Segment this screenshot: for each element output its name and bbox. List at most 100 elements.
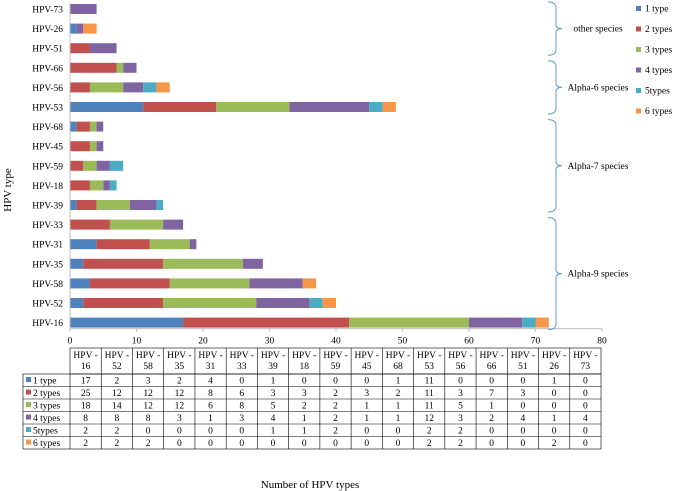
legend-swatch [636, 47, 641, 52]
table-cell: 11 [425, 377, 434, 387]
table-cell: 2 [458, 427, 463, 437]
table-cell: 4 [583, 414, 588, 424]
bar-segment [109, 180, 117, 191]
table-header-line2: 16 [81, 362, 91, 372]
legend-swatch [636, 108, 641, 114]
table-cell: 0 [302, 377, 307, 387]
table-header-line1: HPV - [448, 351, 472, 361]
bar-segment [96, 200, 130, 210]
bar-segment [76, 200, 97, 210]
table-header-line2: 56 [456, 362, 466, 372]
bar-segment [309, 298, 323, 308]
table-row-swatch [26, 439, 31, 445]
bar-segment [89, 180, 104, 191]
table-header-line2: 33 [237, 362, 247, 372]
table-header-line2: 58 [143, 362, 153, 372]
bar-segment [70, 141, 90, 152]
legend-label: 2 types [645, 25, 672, 35]
bar-segment [96, 121, 104, 132]
table-cell: 0 [521, 377, 526, 387]
table-cell: 1 [396, 402, 401, 412]
table-cell: 2 [177, 377, 182, 387]
bar-segment [70, 102, 144, 112]
y-tick-label: HPV-66 [32, 64, 63, 74]
bar-segment [96, 239, 150, 250]
table-cell: 2 [489, 414, 494, 424]
table-cell: 4 [521, 414, 526, 424]
table-cell: 0 [146, 427, 151, 437]
table-header-line1: HPV - [261, 351, 285, 361]
table-cell: 0 [489, 427, 494, 437]
table-cell: 0 [239, 427, 244, 437]
table-cell: 12 [143, 402, 153, 412]
bar-segment [76, 121, 90, 132]
bar-segment [70, 219, 110, 230]
table-cell: 0 [208, 439, 213, 449]
bar-segment [70, 239, 97, 250]
x-tick-label: 40 [331, 337, 341, 347]
table-cell: 6 [208, 402, 213, 412]
y-tick-label: HPV-58 [32, 280, 63, 290]
table-cell: 2 [396, 389, 401, 399]
table-cell: 8 [146, 414, 151, 424]
table-cell: 1 [364, 414, 369, 424]
x-tick-label: 60 [464, 337, 474, 347]
table-cell: 6 [239, 389, 244, 399]
legend: 1 type 2 types 3 types 4 types 5types 6 types [636, 5, 672, 117]
table-cell: 1 [552, 414, 557, 424]
table-header-line1: HPV - [386, 351, 410, 361]
table-cell: 2 [83, 439, 88, 449]
table-row-swatch [26, 377, 31, 383]
table-header-line2: 68 [393, 362, 403, 372]
table-cell: 17 [81, 377, 91, 387]
table-row-swatch [26, 402, 31, 408]
bar-segment [70, 160, 84, 171]
table-cell: 0 [521, 427, 526, 437]
table-cell: 1 [271, 377, 276, 387]
bar-segment [163, 258, 243, 269]
bar-segment [156, 82, 170, 93]
table-header-line1: HPV - [198, 351, 222, 361]
table-header-line1: HPV - [417, 351, 441, 361]
bars-layer [70, 4, 549, 328]
table-cell: 7 [489, 389, 494, 399]
table-row-label: 2 types [33, 389, 60, 399]
table-header-line1: HPV - [292, 351, 316, 361]
bar-segment [382, 102, 396, 112]
bar-segment [302, 278, 317, 289]
x-tick-label: 80 [597, 337, 607, 347]
legend-label: 1 type [645, 5, 668, 15]
bar-segment [109, 219, 164, 230]
table-cell: 0 [552, 427, 557, 437]
bar-segment [83, 160, 97, 171]
legend-label: 4 types [645, 66, 672, 76]
table-cell: 2 [114, 427, 119, 437]
y-tick-label: HPV-56 [32, 84, 63, 94]
table-cell: 0 [333, 377, 338, 387]
table-row-label: 6 types [33, 439, 60, 449]
table-cell: 0 [583, 439, 588, 449]
bar-segment [163, 298, 257, 308]
table-cell: 0 [364, 439, 369, 449]
table-cell: 1 [271, 427, 276, 437]
table-cell: 1 [489, 402, 494, 412]
table-header-line2: 73 [581, 362, 591, 372]
x-tick-label: 30 [265, 337, 275, 347]
bar-segment [89, 121, 97, 132]
bar-segment [70, 82, 90, 93]
table-cell: 0 [396, 439, 401, 449]
table-cell: 8 [239, 402, 244, 412]
table-cell: 0 [521, 402, 526, 412]
table-cell: 2 [458, 439, 463, 449]
bar-segment [70, 200, 77, 210]
table-cell: 0 [552, 389, 557, 399]
table-header-line2: 31 [206, 362, 216, 372]
bar-segment [123, 62, 137, 73]
table-cell: 0 [583, 427, 588, 437]
table-cell: 1 [396, 414, 401, 424]
table-cell: 8 [83, 414, 88, 424]
table-cell: 1 [302, 427, 307, 437]
bar-segment [70, 298, 84, 308]
table-header-line1: HPV - [542, 351, 566, 361]
